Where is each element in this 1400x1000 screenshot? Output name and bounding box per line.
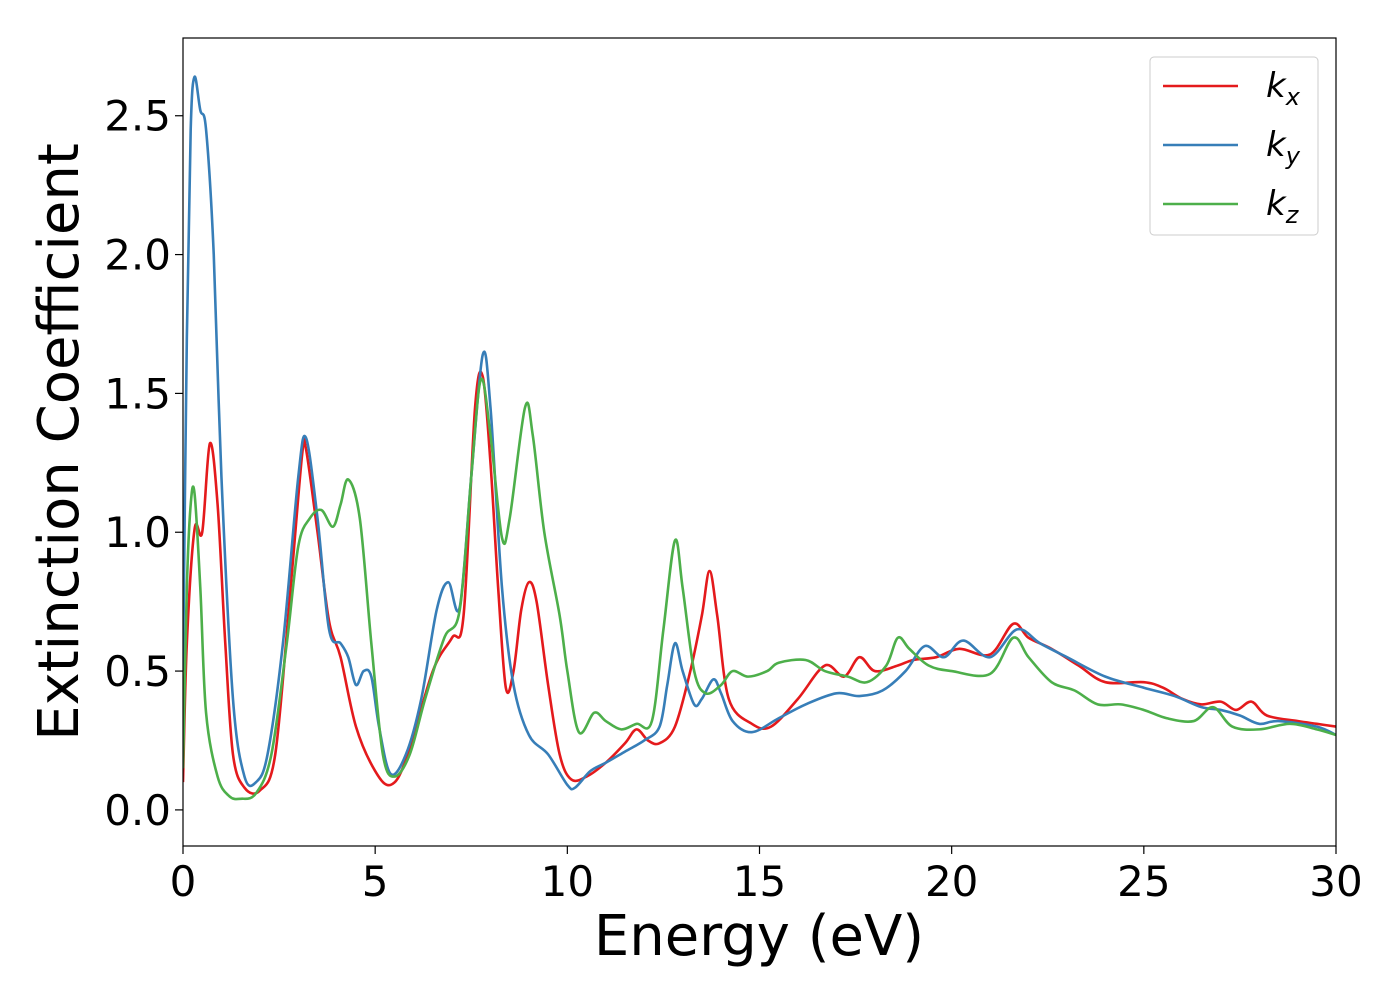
x-tick-label: 30 [1309,857,1362,906]
y-tick-label: 0.5 [104,647,171,696]
y-tick-label: 0.0 [104,786,171,835]
legend-label-x: kx [1266,66,1301,111]
series-lines [183,75,1336,801]
x-axis-label: Energy (eV) [594,904,924,969]
y-tick-label: 1.5 [104,369,171,418]
series-line-z [183,377,1336,801]
y-tick-label: 2.0 [104,231,171,280]
x-tick-label: 0 [170,857,197,906]
y-axis-ticks: 0.0 0.5 1.0 1.5 2.0 2.5 [104,92,183,835]
x-tick-label: 25 [1117,857,1170,906]
series-line-y [183,75,1336,791]
x-axis-ticks: 0 5 10 15 20 25 30 [170,846,1363,906]
y-tick-label: 2.5 [104,92,171,141]
x-tick-label: 10 [541,857,594,906]
y-tick-label: 1.0 [104,508,171,557]
legend-items: kx ky kz [1163,66,1301,229]
legend: kx ky kz [1149,56,1319,236]
legend-label-z: kz [1266,184,1300,229]
x-tick-label: 20 [925,857,978,906]
x-tick-label: 5 [362,857,389,906]
y-axis-label: Extinction Coefficient [27,143,92,741]
x-tick-label: 15 [733,857,786,906]
legend-label-y: ky [1266,125,1301,170]
